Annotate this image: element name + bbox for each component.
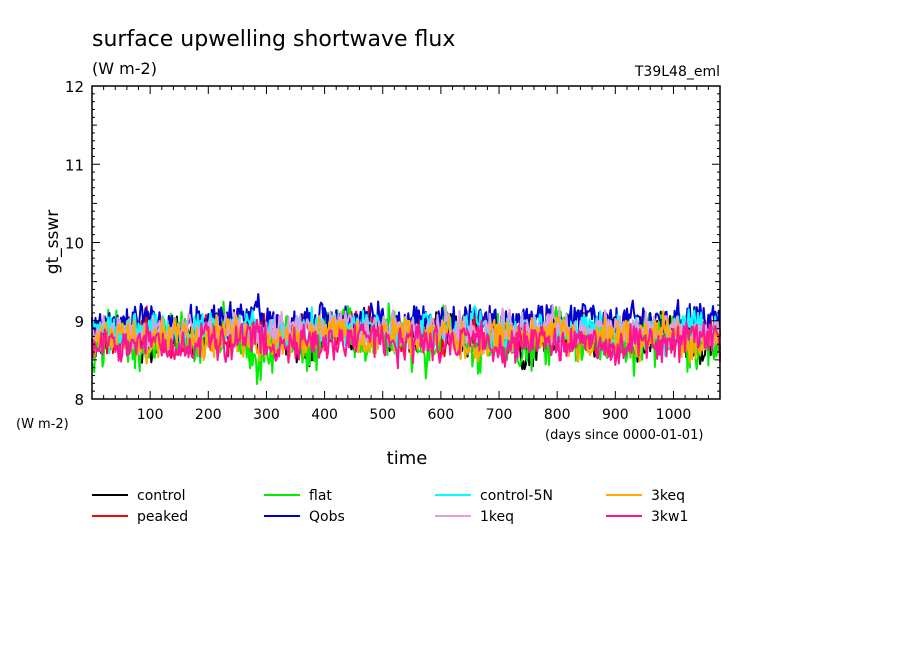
- x-axis: 100 200 300 400 500 600 700 800 900 1000: [103, 86, 709, 423]
- y-tick-label: 12: [65, 78, 84, 96]
- legend-label-flat: flat: [309, 488, 332, 504]
- legend-label-control: control: [137, 488, 186, 504]
- x-tick-label: 1000: [656, 407, 692, 423]
- series-layer: [91, 293, 721, 386]
- x-tick-label: 700: [486, 407, 513, 423]
- series-line-1keq: [91, 303, 721, 356]
- y-axis: 8 9 10 11 12: [65, 78, 720, 409]
- x-axis-label: time: [387, 448, 428, 469]
- chart-title: surface upwelling shortwave flux: [92, 27, 455, 52]
- chart-units: (W m-2): [92, 59, 157, 78]
- x-tick-label: 600: [428, 407, 455, 423]
- y-units-label: (W m-2): [16, 417, 69, 432]
- x-tick-label: 500: [369, 407, 396, 423]
- series-line-3kw1: [91, 318, 721, 370]
- experiment-label: T39L48_eml: [634, 64, 720, 80]
- x-tick-label: 900: [602, 407, 629, 423]
- legend-label-3kw1: 3kw1: [651, 509, 688, 525]
- y-tick-label: 11: [65, 156, 84, 174]
- y-tick-label: 9: [74, 313, 84, 331]
- series-line-3keq: [91, 310, 721, 365]
- x-tick-label: 800: [544, 407, 571, 423]
- y-tick-label: 8: [74, 391, 84, 409]
- x-tick-label: 400: [311, 407, 338, 423]
- x-tick-label: 100: [137, 407, 164, 423]
- y-tick-label: 10: [65, 235, 84, 253]
- legend-label-peaked: peaked: [137, 509, 188, 525]
- legend-label-Qobs: Qobs: [309, 509, 345, 525]
- x-tick-label: 300: [253, 407, 280, 423]
- y-axis-label: gt_sswr: [43, 210, 63, 275]
- legend: control peaked flat Qobs control-5N 1keq 3keq 3…: [92, 488, 688, 525]
- legend-label-1keq: 1keq: [480, 509, 514, 525]
- legend-label-3keq: 3keq: [651, 488, 685, 504]
- x-units-label: (days since 0000-01-01): [545, 428, 703, 443]
- x-tick-label: 200: [195, 407, 222, 423]
- legend-label-control-5N: control-5N: [480, 488, 553, 504]
